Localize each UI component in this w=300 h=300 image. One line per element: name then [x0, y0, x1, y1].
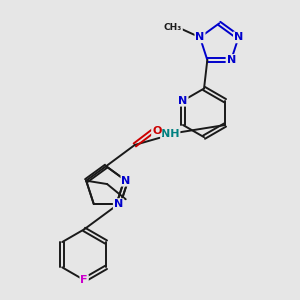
Text: N: N	[234, 32, 243, 42]
Text: N: N	[114, 199, 123, 209]
Text: O: O	[152, 126, 161, 136]
Text: CH₃: CH₃	[164, 23, 182, 32]
Text: N: N	[226, 55, 236, 65]
Text: F: F	[80, 275, 88, 285]
Text: N: N	[122, 176, 130, 186]
Text: NH: NH	[161, 129, 179, 139]
Text: N: N	[195, 32, 205, 42]
Text: N: N	[178, 96, 188, 106]
